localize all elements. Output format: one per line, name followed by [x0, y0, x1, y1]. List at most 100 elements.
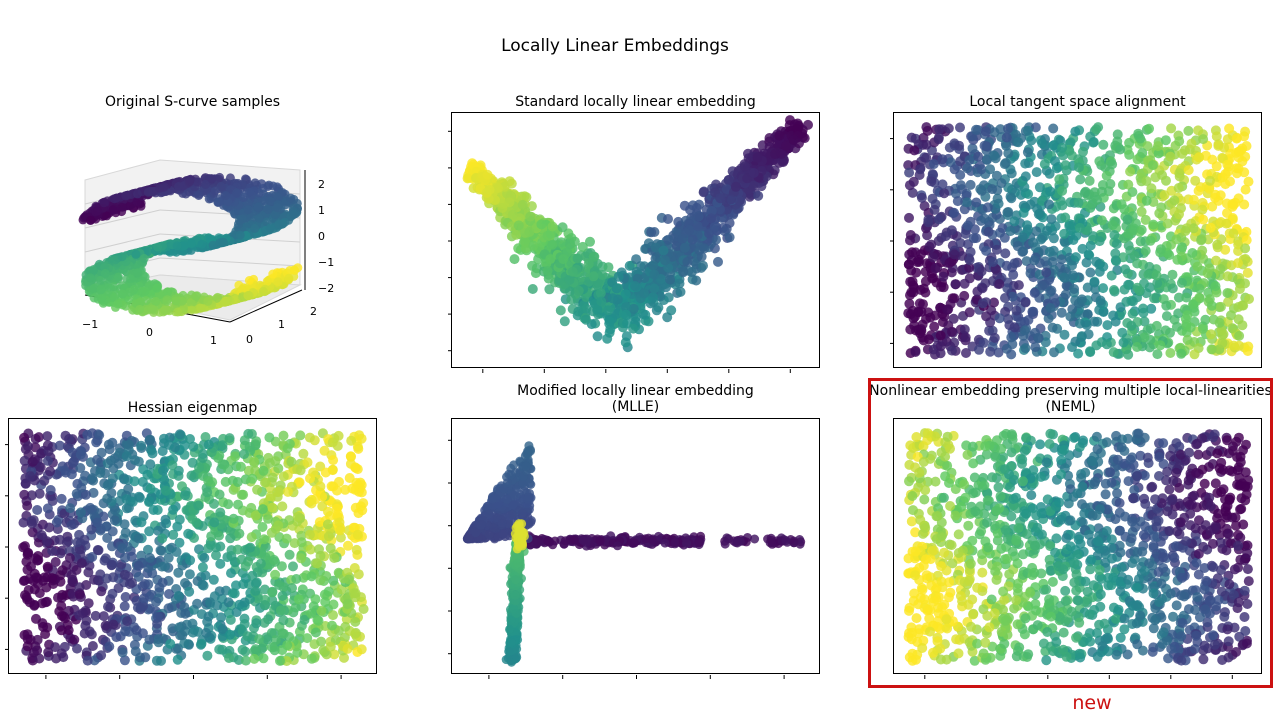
ltsa-point: [903, 308, 914, 319]
ltsa-point: [1148, 219, 1159, 230]
ltsa-point: [1133, 128, 1144, 139]
lle-point: [573, 306, 584, 317]
ltsa-point: [1002, 283, 1013, 294]
ltsa-point: [1151, 270, 1162, 281]
scurve-point: [113, 272, 123, 282]
ltsa-point: [1060, 212, 1071, 223]
ltsa-point: [934, 124, 945, 135]
ltsa-point: [1206, 329, 1216, 340]
ltsa-point: [1127, 187, 1138, 197]
lle-point: [770, 149, 781, 159]
ltsa-point: [1167, 269, 1178, 280]
ltsa-point: [978, 337, 989, 348]
lle-point: [687, 234, 698, 245]
lle-point: [567, 266, 578, 277]
ltsa-point: [925, 312, 936, 323]
ltsa-point: [976, 164, 987, 175]
ltsa-point: [1121, 296, 1132, 307]
ltsa-point: [928, 159, 939, 170]
ltsa-point: [1088, 231, 1099, 242]
ltsa-plot: [890, 122, 1254, 360]
ltsa-point: [1220, 169, 1231, 179]
ltsa-point: [1180, 226, 1191, 236]
ltsa-point: [1047, 257, 1058, 267]
lle-point: [724, 232, 735, 243]
scurve-point: [218, 237, 228, 247]
lle-point: [484, 184, 495, 195]
scurve-point: [141, 296, 151, 306]
lle-point: [662, 312, 673, 323]
ltsa-point: [1145, 235, 1156, 246]
ltsa-point: [929, 321, 940, 332]
ltsa-point: [1174, 136, 1185, 147]
lle-point: [621, 331, 632, 342]
ltsa-point: [955, 238, 966, 248]
ltsa-point: [1155, 244, 1166, 255]
scurve-point: [271, 210, 280, 219]
ltsa-point: [968, 233, 979, 244]
ltsa-point: [904, 298, 915, 309]
ltsa-point: [985, 346, 996, 357]
ltsa-point: [1019, 325, 1030, 336]
ltsa-point: [1075, 318, 1085, 329]
ltsa-point: [1108, 347, 1119, 358]
hessian-point: [223, 597, 234, 608]
ltsa-point: [992, 193, 1003, 204]
ltsa-point: [1087, 198, 1098, 209]
scurve-point: [135, 304, 145, 314]
ltsa-point: [909, 145, 920, 156]
lle-point: [527, 260, 538, 271]
ltsa-point: [964, 307, 975, 318]
ltsa-point: [1042, 225, 1053, 236]
ltsa-point: [1091, 256, 1102, 267]
lle-point: [646, 227, 657, 238]
ltsa-point: [1187, 248, 1198, 258]
ltsa-point: [1193, 152, 1204, 163]
ltsa-point: [1023, 224, 1033, 235]
ltsa-point: [974, 344, 984, 355]
hessian-point: [174, 537, 185, 548]
hessian-point: [343, 540, 353, 551]
ltsa-point: [1183, 125, 1194, 136]
ltsa-point: [1222, 288, 1233, 298]
hessian-point: [50, 557, 61, 567]
lle-point: [585, 236, 595, 247]
ltsa-point: [923, 214, 934, 225]
hessian-point: [22, 500, 33, 511]
ltsa-point: [1161, 311, 1172, 322]
ltsa-point: [1211, 131, 1222, 142]
ltsa-point: [1046, 214, 1057, 225]
ltsa-point: [965, 247, 976, 257]
hessian-point: [102, 533, 113, 543]
ltsa-point: [1149, 293, 1160, 304]
ltsa-point: [1030, 342, 1041, 353]
ltsa-point: [1020, 343, 1031, 354]
lle-point: [628, 303, 639, 314]
ltsa-point: [1078, 146, 1088, 157]
ltsa-point: [1033, 209, 1044, 220]
scurve-z-tick-label: −2: [318, 282, 334, 295]
ltsa-point: [1096, 186, 1107, 197]
ltsa-point: [1009, 258, 1020, 269]
ltsa-point: [1013, 137, 1024, 148]
scurve-point: [143, 247, 153, 256]
lle-point: [715, 193, 726, 204]
scurve-point: [244, 291, 254, 300]
scurve-point: [274, 219, 284, 229]
ltsa-point: [949, 207, 959, 218]
ltsa-point: [1234, 284, 1245, 294]
ltsa-point: [1143, 269, 1154, 280]
lle-point: [536, 219, 547, 230]
ltsa-point: [905, 230, 916, 240]
ltsa-point: [985, 164, 996, 175]
hessian-point: [75, 463, 86, 473]
ltsa-point: [1134, 285, 1145, 296]
ltsa-point: [987, 257, 998, 267]
ltsa-point: [1198, 323, 1208, 334]
ltsa-point: [949, 249, 960, 260]
ltsa-point: [1112, 129, 1123, 140]
ltsa-point: [981, 311, 992, 322]
ltsa-point: [1107, 159, 1118, 170]
ltsa-point: [1089, 187, 1100, 198]
ltsa-point: [1031, 226, 1042, 237]
